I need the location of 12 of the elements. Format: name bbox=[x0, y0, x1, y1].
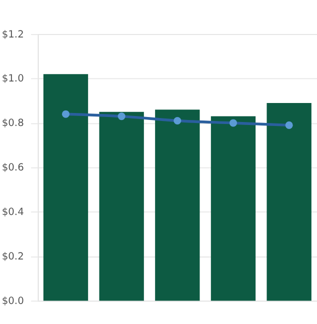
y-tick-label: $0.0 bbox=[2, 296, 24, 307]
y-tick-label: $1.0 bbox=[2, 74, 24, 85]
y-tick-label: $0.8 bbox=[2, 118, 24, 130]
bar bbox=[155, 110, 200, 301]
y-tick-label: $0.2 bbox=[2, 251, 24, 262]
bar bbox=[210, 116, 256, 301]
y-tick-label: $0.6 bbox=[2, 162, 24, 174]
y-tick-label: $0.4 bbox=[2, 206, 24, 218]
bar bbox=[99, 112, 144, 301]
bar bbox=[43, 74, 88, 301]
bar bbox=[266, 102, 312, 301]
y-tick-label: $1.2 bbox=[2, 29, 24, 40]
